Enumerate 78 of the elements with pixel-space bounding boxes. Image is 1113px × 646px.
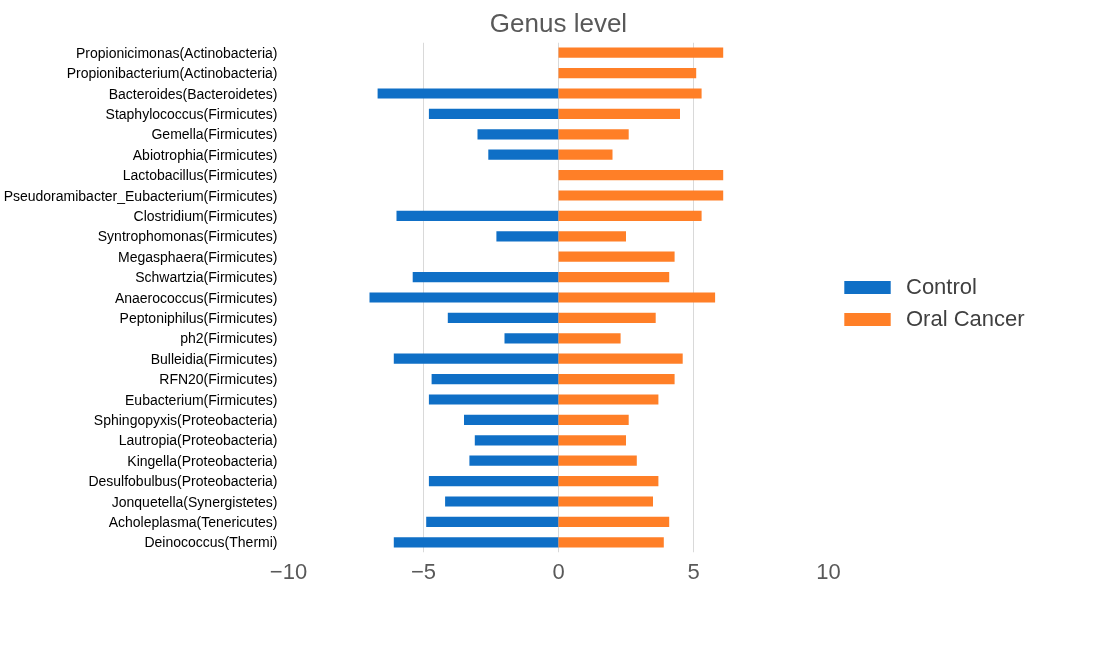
x-tick-label: 10 (816, 558, 841, 584)
bar (558, 374, 675, 385)
bar (558, 231, 626, 242)
y-tick-label: RFN20(Firmicutes) (159, 371, 278, 388)
bar (464, 414, 559, 425)
y-tick-label: Gemella(Firmicutes) (151, 126, 278, 143)
y-tick-label: Eubacterium(Firmicutes) (125, 391, 278, 408)
y-tick-label: Schwartzia(Firmicutes) (135, 269, 278, 286)
bar (558, 476, 659, 487)
bar (558, 129, 629, 140)
bar (558, 190, 724, 201)
y-tick-label: Jonquetella(Synergistetes) (111, 493, 278, 510)
bar (558, 292, 716, 303)
bar (558, 251, 675, 262)
y-tick-label: Propionibacterium(Actinobacteria) (66, 65, 278, 82)
bar (445, 496, 559, 507)
bar (558, 516, 670, 527)
bar (558, 88, 702, 99)
bar (558, 455, 637, 466)
y-tick-label: ph2(Firmicutes) (180, 330, 278, 347)
y-tick-label: Sphingopyxis(Proteobacteria) (93, 411, 278, 428)
y-tick-label: Pseudoramibacter_Eubacterium(Firmicutes) (3, 187, 278, 204)
y-tick-label: Bulleidia(Firmicutes) (150, 350, 278, 367)
y-tick-label: Anaerococcus(Firmicutes) (114, 289, 278, 306)
bar (393, 353, 559, 364)
y-tick-label: Peptoniphilus(Firmicutes) (119, 309, 278, 326)
x-tick-label: 0 (552, 558, 565, 584)
bar (469, 455, 559, 466)
bar (558, 68, 697, 79)
y-tick-label: Clostridium(Firmicutes) (133, 207, 278, 224)
y-tick-label: Bacteroides(Bacteroidetes) (108, 85, 278, 102)
bar (431, 374, 559, 385)
y-tick-label: Megasphaera(Firmicutes) (118, 248, 278, 265)
bar (558, 353, 683, 364)
bar (558, 537, 664, 548)
bar (477, 129, 559, 140)
y-tick-label: Desulfobulbus(Proteobacteria) (88, 473, 278, 490)
y-tick-label: Staphylococcus(Firmicutes) (105, 105, 278, 122)
y-tick-label: Lautropia(Proteobacteria) (118, 432, 278, 449)
bar (496, 231, 559, 242)
bar (377, 88, 559, 99)
bar (558, 394, 659, 405)
bar (393, 537, 559, 548)
y-tick-label: Deinococcus(Thermi) (144, 534, 278, 551)
bar (558, 149, 613, 160)
bar (558, 312, 656, 323)
bar (558, 108, 680, 119)
y-tick-label: Lactobacillus(Firmicutes) (122, 167, 278, 184)
y-tick-label: Kingella(Proteobacteria) (127, 452, 278, 469)
legend-label: Control (906, 274, 977, 300)
y-tick-label: Propionicimonas(Actinobacteria) (75, 44, 278, 61)
chart-title: Genus level (489, 7, 628, 38)
bar (426, 516, 559, 527)
bar (558, 496, 653, 507)
bar (558, 170, 724, 181)
bar (558, 414, 629, 425)
x-tick-label: −10 (269, 558, 308, 584)
bar (558, 435, 626, 446)
bar (428, 476, 559, 487)
bar (558, 210, 702, 221)
x-tick-label: 5 (687, 558, 700, 584)
bar (428, 108, 559, 119)
bar (369, 292, 559, 303)
bar (504, 333, 559, 344)
bar (412, 272, 559, 283)
bar (558, 47, 724, 58)
y-tick-label: Abiotrophia(Firmicutes) (132, 146, 278, 163)
bar (474, 435, 559, 446)
bar (558, 272, 670, 283)
bar (396, 210, 559, 221)
bar (558, 333, 621, 344)
x-tick-label: −5 (410, 558, 437, 584)
legend-label: Oral Cancer (906, 306, 1025, 332)
bar (428, 394, 559, 405)
bar (488, 149, 559, 160)
y-tick-label: Acholeplasma(Tenericutes) (108, 513, 278, 530)
y-tick-label: Syntrophomonas(Firmicutes) (97, 228, 278, 245)
bar (447, 312, 559, 323)
